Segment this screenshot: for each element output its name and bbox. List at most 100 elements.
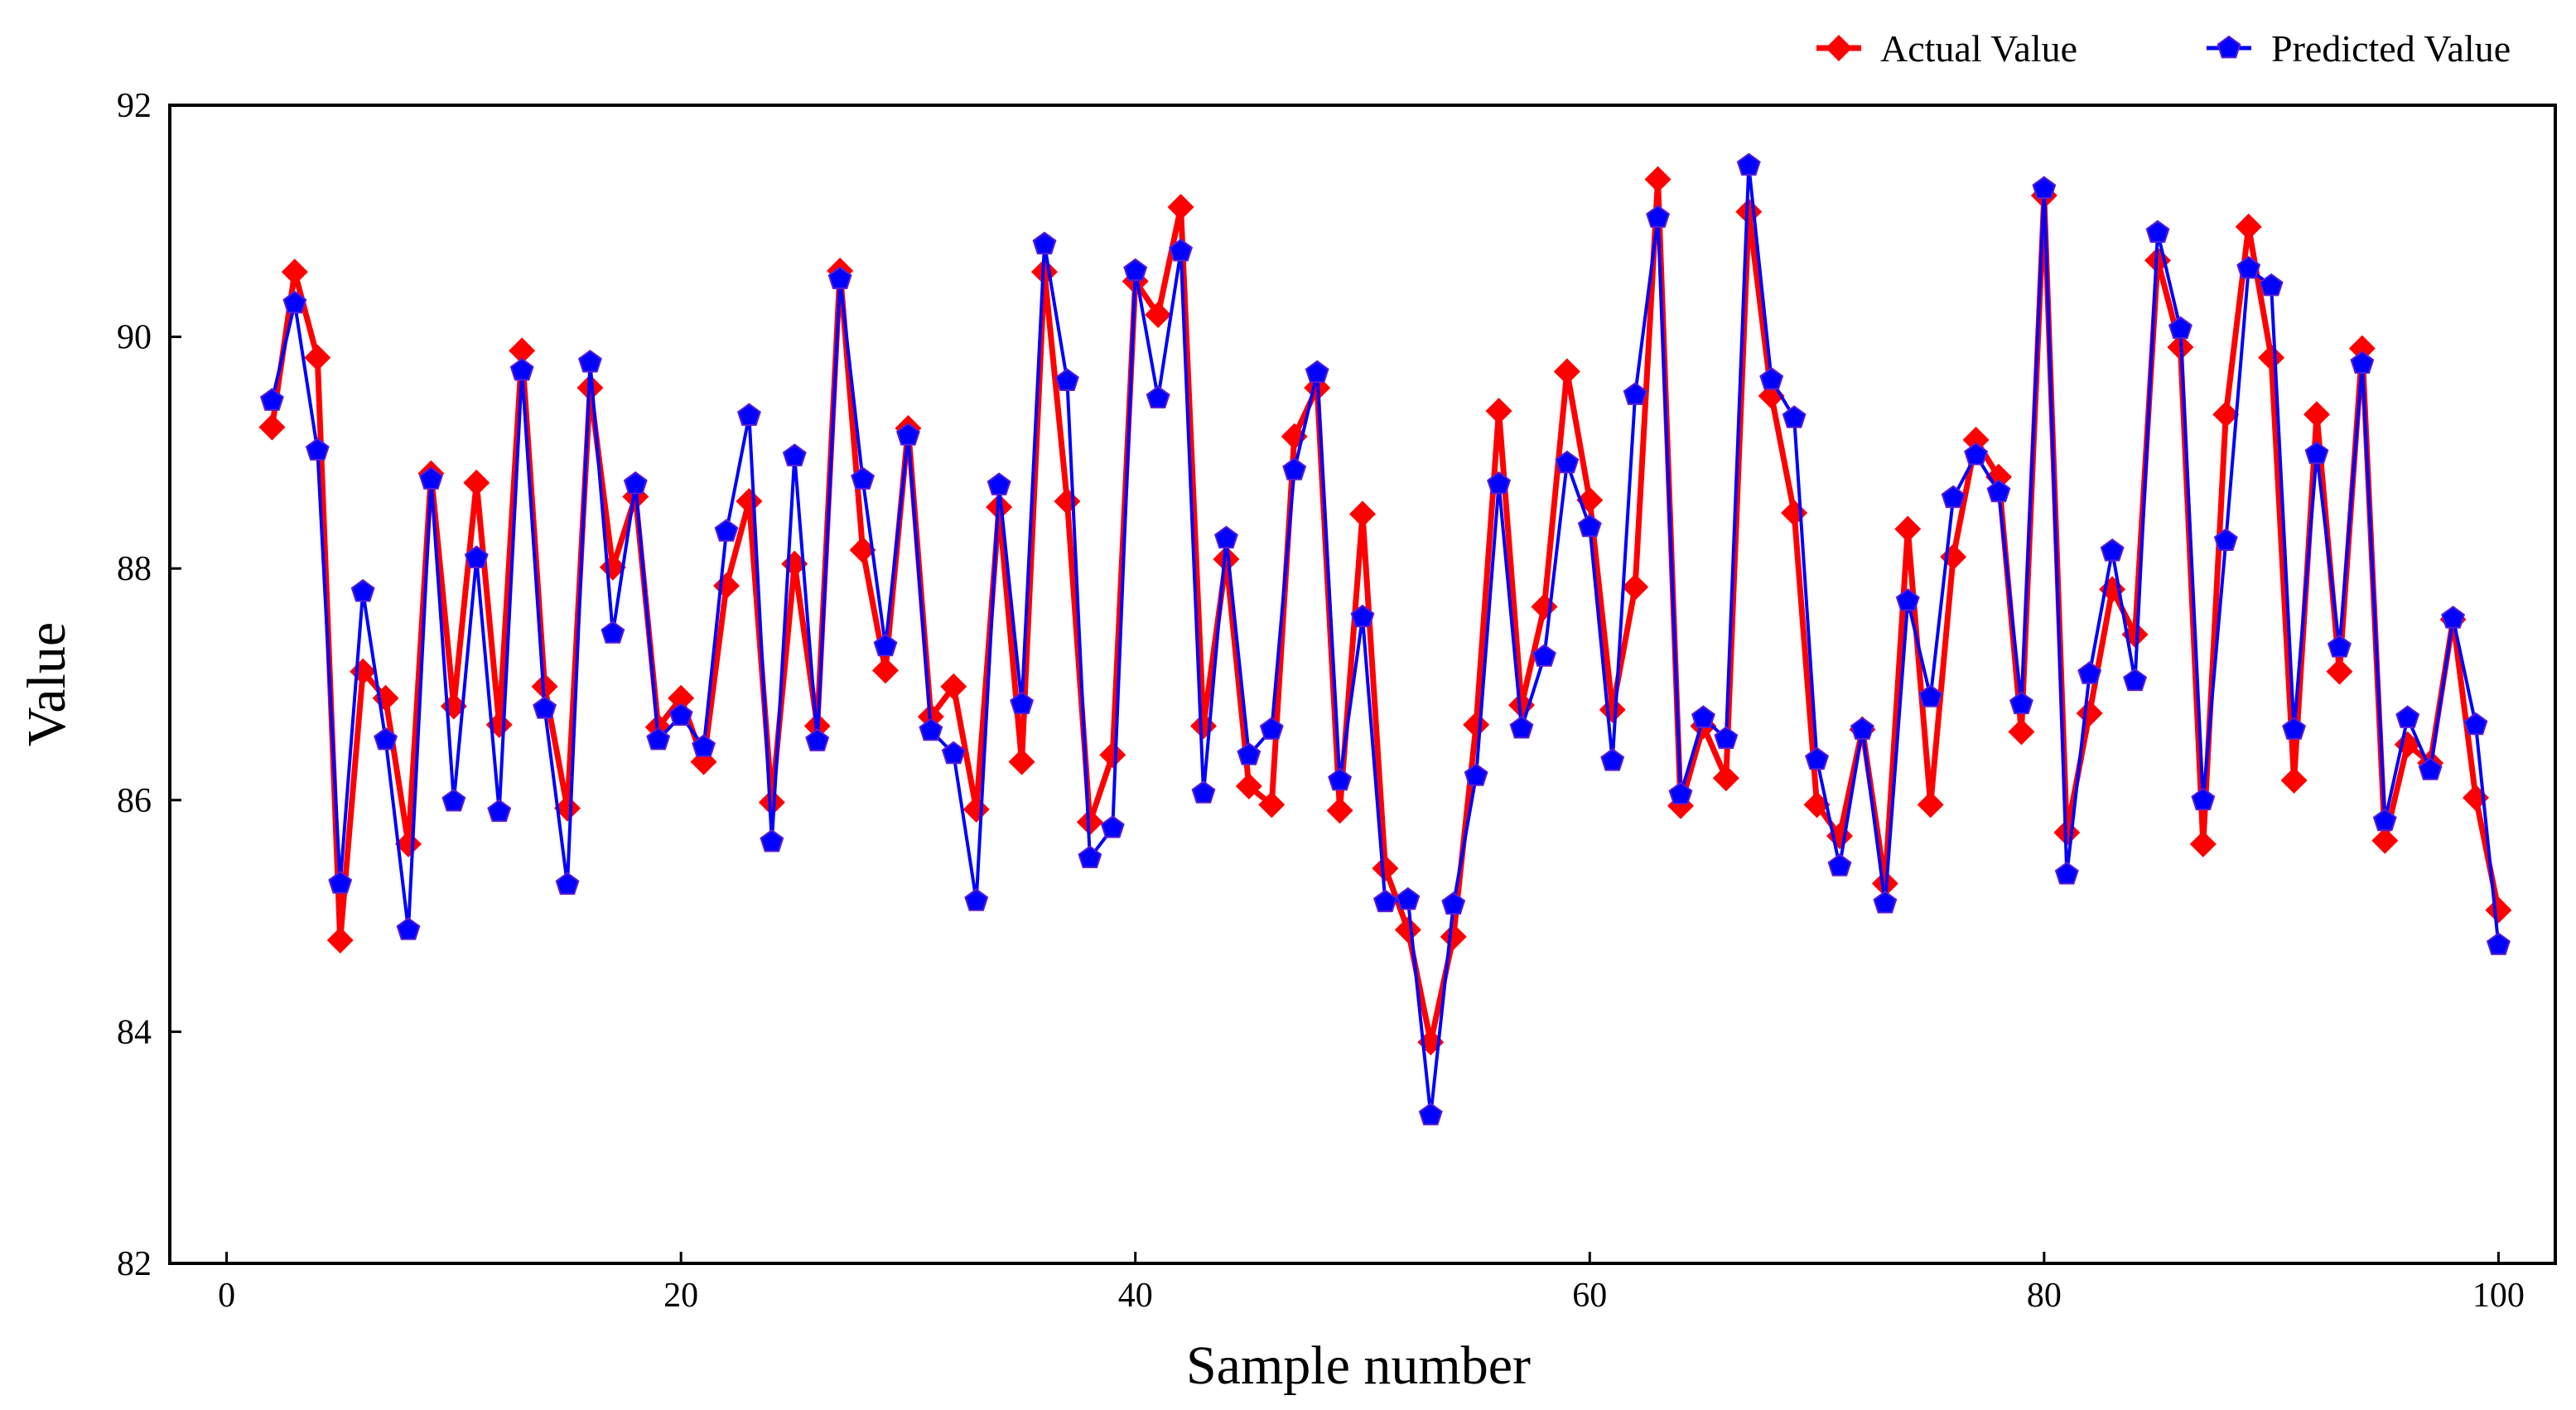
data-point-predicted [714, 519, 739, 542]
y-tick-label: 88 [117, 550, 152, 588]
data-point-actual [1531, 593, 1558, 620]
x-tick-label: 80 [2027, 1277, 2062, 1315]
data-point-actual [554, 794, 581, 822]
data-point-predicted [1328, 767, 1353, 791]
data-point-predicted [2032, 176, 2057, 199]
data-point-predicted [760, 828, 784, 852]
data-point-actual [1463, 711, 1490, 738]
data-point-actual [1394, 916, 1421, 944]
x-tick-label: 0 [218, 1277, 235, 1315]
data-point-predicted [2486, 932, 2511, 955]
y-tick-label: 86 [117, 782, 152, 820]
legend-entry-predicted: Predicted Value [2207, 27, 2511, 70]
data-point-predicted [1237, 742, 1261, 765]
data-point-predicted [1941, 485, 1966, 509]
data-point-predicted [1396, 886, 1421, 910]
data-point-predicted [1054, 368, 1079, 392]
data-point-predicted [782, 443, 807, 466]
data-point-predicted [668, 703, 693, 727]
data-point-predicted [2463, 712, 2488, 736]
data-point-actual [258, 413, 286, 441]
data-point-predicted [1100, 815, 1125, 838]
data-point-actual [2371, 827, 2399, 854]
data-point-actual [962, 795, 990, 823]
data-point-predicted [1759, 367, 1784, 390]
legend-marker-actual [1826, 35, 1852, 61]
data-point-predicted [895, 423, 920, 446]
data-point-actual [463, 469, 490, 496]
data-point-predicted [2441, 606, 2466, 629]
data-point-predicted [1668, 781, 1693, 805]
data-point-actual [1054, 488, 1081, 515]
data-point-actual [668, 684, 695, 712]
data-point-predicted [1782, 405, 1807, 428]
data-point-actual [2348, 335, 2376, 362]
data-point-actual [1440, 923, 1467, 950]
data-point-actual [1372, 855, 1399, 882]
data-point-predicted [2259, 273, 2284, 297]
y-tick-label: 90 [117, 319, 152, 357]
legend: Actual Value Predicted Value [1816, 27, 2511, 70]
data-point-predicted [1487, 471, 1512, 495]
data-point-predicted [964, 888, 989, 911]
y-tick-label: 84 [117, 1013, 152, 1051]
data-point-predicted [2418, 757, 2443, 780]
data-point-actual [1917, 791, 1944, 818]
data-point-predicted [2213, 528, 2238, 551]
data-point-actual [1076, 809, 1103, 836]
data-point-actual [1326, 797, 1353, 824]
data-point-predicted [2168, 316, 2192, 340]
data-point-predicted [282, 290, 307, 314]
data-point-actual [281, 258, 308, 286]
data-point-predicted [987, 472, 1011, 495]
data-point-predicted [2100, 538, 2125, 562]
data-point-predicted [328, 871, 353, 894]
data-point-actual [2189, 830, 2217, 857]
data-point-predicted [259, 388, 284, 411]
data-point-predicted [1418, 1102, 1443, 1126]
x-tick-label: 40 [1118, 1277, 1153, 1315]
data-point-predicted [1850, 717, 1874, 740]
data-point-actual [1781, 500, 1808, 527]
data-point-predicted [1169, 238, 1194, 262]
data-point-predicted [1213, 525, 1238, 549]
data-point-predicted [1464, 763, 1488, 786]
data-point-actual [1644, 166, 1672, 193]
data-point-predicted [441, 788, 466, 812]
data-point-actual [304, 344, 331, 371]
data-point-actual [736, 488, 763, 515]
data-point-predicted [827, 266, 852, 290]
data-point-predicted [1305, 360, 1329, 384]
data-point-predicted [2282, 717, 2307, 740]
data-point-predicted [2395, 705, 2420, 728]
data-point-predicted [1646, 205, 1671, 228]
data-point-predicted [1372, 889, 1397, 913]
data-point-predicted [1010, 691, 1035, 715]
data-point-predicted [555, 872, 580, 896]
data-point-actual [849, 536, 876, 563]
data-point-actual [1258, 791, 1286, 818]
data-point-actual [2212, 401, 2240, 428]
data-point-actual [1485, 398, 1512, 425]
data-point-predicted [851, 466, 876, 490]
data-point-predicted [305, 437, 330, 461]
data-point-actual [509, 337, 536, 365]
legend-entry-actual: Actual Value [1816, 27, 2077, 70]
y-tick-label: 82 [117, 1245, 152, 1283]
data-point-actual [2326, 658, 2353, 685]
data-point-predicted [1805, 746, 1830, 770]
data-point-predicted [2123, 668, 2148, 692]
data-point-predicted [1123, 258, 1148, 282]
data-point-predicted [1032, 231, 1057, 255]
legend-label-actual: Actual Value [1880, 27, 2077, 70]
data-point-actual [2076, 699, 2103, 727]
data-point-actual [1712, 765, 1739, 792]
data-point-predicted [1282, 457, 1307, 480]
plot-frame [168, 104, 2557, 1265]
data-point-predicted [2236, 255, 2261, 279]
data-point-predicted [1259, 717, 1284, 740]
y-axis-title: Value [17, 622, 77, 746]
data-point-actual [395, 830, 422, 857]
data-point-predicted [736, 403, 761, 426]
